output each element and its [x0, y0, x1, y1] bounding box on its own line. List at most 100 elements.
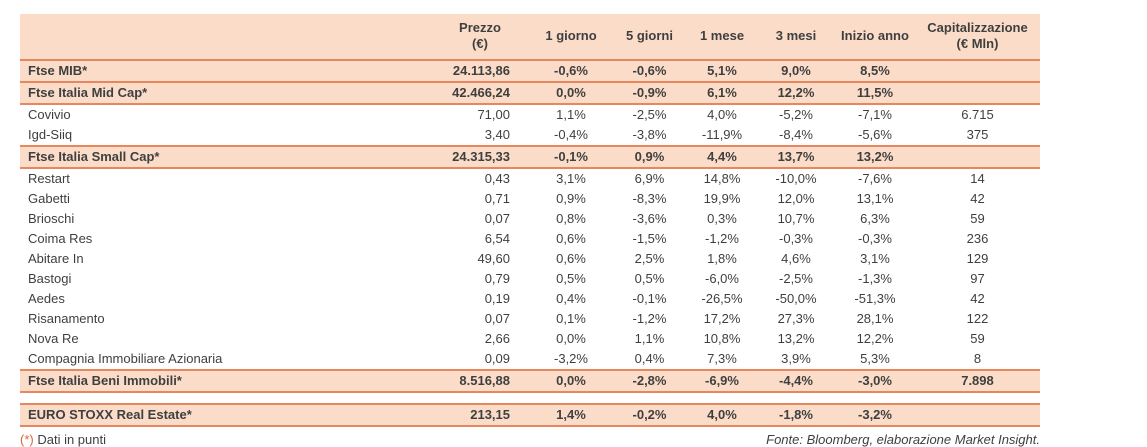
cell-m1: 6,1%	[707, 85, 737, 100]
cell-prezzo: 71,00	[477, 107, 510, 122]
cell-m3: 13,2%	[777, 331, 815, 346]
col-header-line1: 5 giorni	[626, 28, 673, 44]
cell-m3: 12,2%	[777, 85, 815, 100]
cell-cap	[915, 146, 1040, 168]
cell-cap: 42	[970, 291, 985, 306]
cell-m1: 10,8%	[703, 331, 741, 346]
table-row: Bastogi 0,79 0,5% 0,5% -6,0% -2,5% -1,3% 97	[20, 269, 1040, 289]
spacer-row	[20, 391, 1040, 404]
cell-d1: 0,0%	[556, 85, 586, 100]
cell-m1: -1,2%	[705, 231, 739, 246]
cell-m3: 3,9%	[781, 351, 811, 366]
cell-m3: -10,0%	[775, 171, 817, 186]
cell-d1: 0,8%	[556, 211, 586, 226]
cell-d5: -1,5%	[632, 231, 667, 246]
cell-cap: 6.715	[961, 107, 994, 122]
col-header-line2: (€ Mln)	[956, 36, 999, 52]
footnote-text: Dati in punti	[37, 431, 106, 447]
footnote-marker: (*)	[20, 431, 34, 447]
table-footer: (*) Dati in punti Fonte: Bloomberg, elab…	[20, 432, 1040, 447]
cell-d1: 0,6%	[556, 231, 586, 246]
cell-ytd: 3,1%	[860, 251, 890, 266]
market-performance-table: Prezzo (€) 1 giorno 5 giorni 1 mese 3 me…	[20, 14, 1040, 427]
table-row: Compagnia Immobiliare Azionaria 0,09 -3,2%…	[20, 349, 1040, 370]
cell-d5: -3,8%	[632, 127, 667, 142]
cell-prezzo: 0,09	[484, 351, 510, 366]
cell-d5: -2,5%	[632, 107, 667, 122]
cell-m3: -50,0%	[775, 291, 817, 306]
cell-ytd: -3,2%	[858, 407, 892, 422]
table-row: Covivio 71,00 1,1% -2,5% 4,0% -5,2% -7,1% 6.715	[20, 104, 1040, 125]
table-row: Nova Re 2,66 0,0% 1,1% 10,8% 13,2% 12,2% 59	[20, 329, 1040, 349]
cell-d1: 1,1%	[556, 107, 586, 122]
index-row: EURO STOXX Real Estate* 213,15 1,4% -0,2% 4,…	[20, 403, 1040, 426]
cell-m3: 27,3%	[777, 311, 815, 326]
cell-d5: 2,5%	[634, 251, 665, 266]
cell-m3: 13,7%	[777, 149, 815, 164]
col-header-inizio-anno: Inizio anno	[835, 14, 915, 60]
cell-ytd: 28,1%	[856, 311, 894, 326]
row-label: Covivio	[28, 107, 71, 122]
col-header-line2: (€)	[472, 36, 488, 52]
row-label: Bastogi	[28, 271, 72, 286]
cell-m3: -2,5%	[779, 271, 813, 286]
cell-ytd: -1,3%	[858, 271, 892, 286]
cell-cap: 42	[970, 191, 985, 206]
table-row: Risanamento 0,07 0,1% -1,2% 17,2% 27,3% 28,1% 1…	[20, 309, 1040, 329]
cell-prezzo: 0,19	[484, 291, 510, 306]
cell-m1: 14,8%	[703, 171, 741, 186]
cell-m1: 0,3%	[707, 211, 737, 226]
cell-m3: 10,7%	[777, 211, 815, 226]
row-label: Risanamento	[28, 311, 105, 326]
cell-cap: 122	[966, 311, 989, 326]
cell-prezzo: 42.466,24	[452, 85, 510, 100]
cell-m3: -8,4%	[779, 127, 813, 142]
cell-prezzo: 2,66	[484, 331, 510, 346]
cell-d1: 0,6%	[556, 251, 586, 266]
cell-ytd: 8,5%	[860, 63, 890, 78]
cell-m1: -26,5%	[701, 291, 743, 306]
cell-m3: 4,6%	[781, 251, 811, 266]
row-label: Coima Res	[28, 231, 93, 246]
col-header-5-giorni: 5 giorni	[612, 14, 687, 60]
source-attribution: Fonte: Bloomberg, elaborazione Market In…	[766, 431, 1040, 447]
row-label: Abitare In	[28, 251, 84, 266]
cell-d5: -2,8%	[632, 373, 667, 388]
cell-cap: 8	[973, 351, 982, 366]
cell-m3: -4,4%	[779, 373, 813, 388]
table-body: Ftse MIB* 24.113,86 -0,6% -0,6% 5,1% 9,0% 8,5%…	[20, 59, 1040, 426]
cell-cap: 59	[970, 331, 985, 346]
cell-d5: -3,6%	[632, 211, 667, 226]
header-row: Prezzo (€) 1 giorno 5 giorni 1 mese 3 me…	[20, 14, 1040, 60]
cell-m3: -0,3%	[779, 231, 813, 246]
cell-prezzo: 24.315,33	[452, 149, 510, 164]
cell-d5: -0,1%	[632, 291, 667, 306]
cell-prezzo: 49,60	[477, 251, 510, 266]
cell-d5: -0,6%	[632, 63, 667, 78]
cell-m3: 9,0%	[781, 63, 811, 78]
col-header-line1: 1 giorno	[545, 28, 597, 44]
cell-prezzo: 0,71	[484, 191, 510, 206]
row-label: Compagnia Immobiliare Azionaria	[28, 351, 223, 366]
cell-m1: 19,9%	[703, 191, 741, 206]
cell-m1: 1,8%	[707, 251, 737, 266]
cell-prezzo: 24.113,86	[452, 63, 510, 78]
cell-prezzo: 6,54	[484, 231, 510, 246]
index-row: Ftse Italia Small Cap* 24.315,33 -0,1% 0,9%…	[20, 145, 1040, 168]
cell-d1: -0,6%	[554, 63, 588, 78]
index-row: Ftse Italia Mid Cap* 42.466,24 0,0% -0,9% 6,…	[20, 81, 1040, 104]
cell-d1: 3,1%	[556, 171, 586, 186]
cell-ytd: -7,6%	[858, 171, 892, 186]
cell-prezzo: 3,40	[484, 127, 510, 142]
cell-prezzo: 0,07	[484, 311, 510, 326]
col-header-name	[20, 14, 430, 60]
cell-ytd: -5,6%	[858, 127, 892, 142]
table-row: Gabetti 0,71 0,9% -8,3% 19,9% 12,0% 13,1% 42	[20, 189, 1040, 209]
cell-m1: 4,0%	[707, 407, 737, 422]
cell-cap: 59	[970, 211, 985, 226]
cell-d5: 6,9%	[634, 171, 665, 186]
col-header-line1: Prezzo	[459, 20, 501, 35]
cell-m1: 17,2%	[703, 311, 741, 326]
cell-d1: -3,2%	[554, 351, 588, 366]
cell-m1: 7,3%	[707, 351, 737, 366]
